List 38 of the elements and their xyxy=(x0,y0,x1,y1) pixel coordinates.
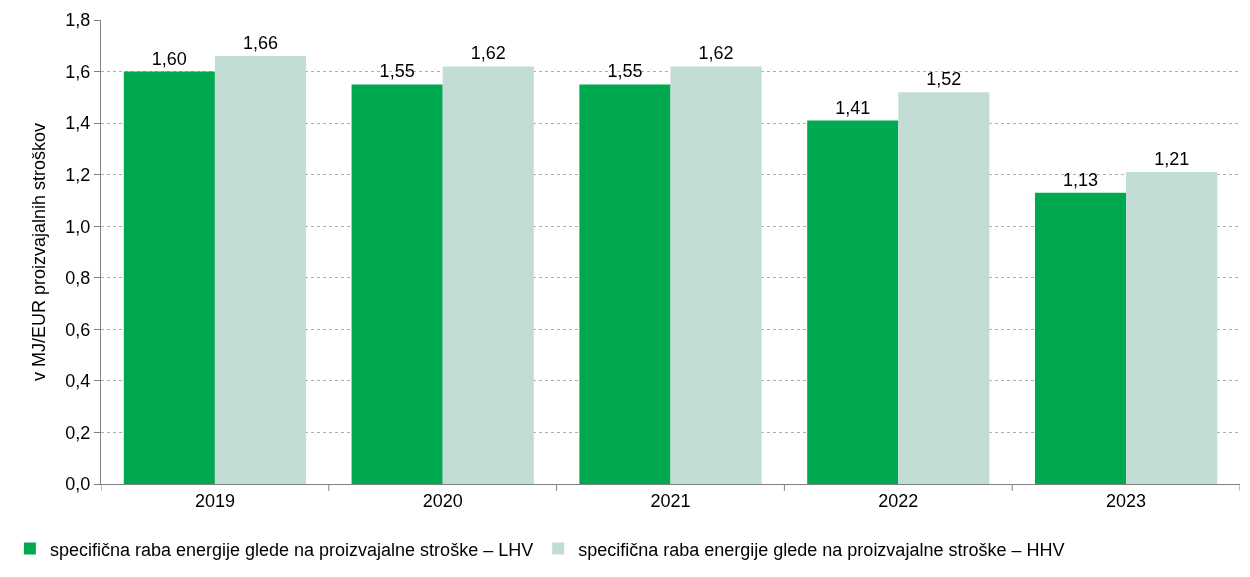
y-tick-label: 1,0 xyxy=(65,216,91,237)
bar xyxy=(898,92,990,484)
y-tick-label: 1,4 xyxy=(65,113,91,134)
y-tick-label: 0,8 xyxy=(65,268,91,289)
legend-label: specifična raba energije glede na proizvajalne stroške – HHV xyxy=(578,539,1065,560)
y-tick-label: 0,0 xyxy=(65,474,91,495)
data-label: 1,62 xyxy=(698,43,734,64)
x-tick-label: 2023 xyxy=(1106,490,1147,511)
x-tick-label: 2019 xyxy=(194,490,235,511)
bar xyxy=(351,84,443,484)
data-label: 1,21 xyxy=(1154,149,1190,170)
data-label: 1,66 xyxy=(242,33,278,54)
data-label: 1,60 xyxy=(151,48,187,69)
bar xyxy=(1126,172,1218,484)
x-tick-label: 2021 xyxy=(650,490,691,511)
bar xyxy=(123,71,215,484)
y-tick-label: 0,2 xyxy=(65,422,91,443)
bar xyxy=(670,66,762,484)
data-label: 1,62 xyxy=(470,43,506,64)
y-tick-label: 1,2 xyxy=(65,164,91,185)
bar xyxy=(442,66,534,484)
y-tick-label: 1,6 xyxy=(65,61,91,82)
data-label: 1,41 xyxy=(835,97,871,118)
data-label: 1,13 xyxy=(1063,169,1099,190)
data-label: 1,52 xyxy=(926,69,962,90)
y-tick-label: 1,8 xyxy=(65,10,91,31)
bar xyxy=(807,120,899,484)
bar xyxy=(214,56,307,484)
x-tick-label: 2022 xyxy=(878,490,919,511)
x-tick-label: 2020 xyxy=(422,490,463,511)
data-label: 1,55 xyxy=(607,61,643,82)
y-tick-label: 0,6 xyxy=(65,319,91,340)
y-axis-title: v MJ/EUR proizvajalnih stroškov xyxy=(28,122,49,382)
data-label: 1,55 xyxy=(379,61,415,82)
y-tick-label: 0,4 xyxy=(65,371,91,392)
legend-label: specifična raba energije glede na proizvajalne stroške – LHV xyxy=(49,539,534,560)
bar xyxy=(579,84,671,484)
bar xyxy=(1034,192,1127,484)
